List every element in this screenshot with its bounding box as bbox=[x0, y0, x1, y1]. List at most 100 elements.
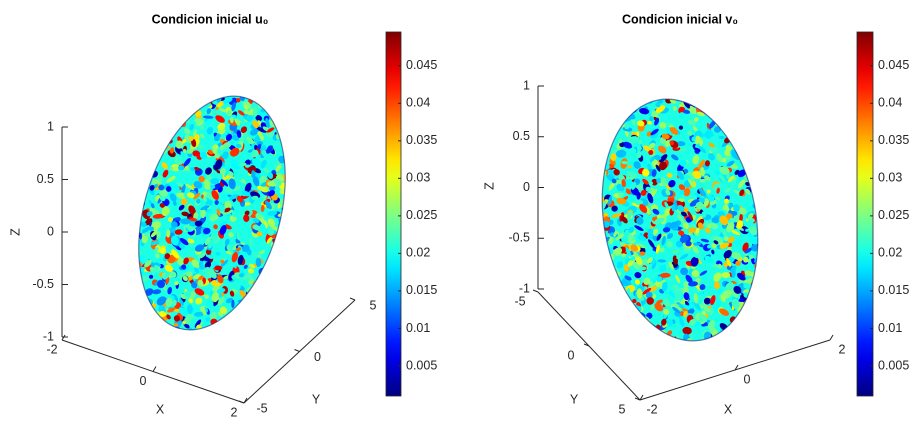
surface-patch bbox=[187, 93, 195, 100]
surface-patch bbox=[313, 233, 319, 239]
surface-patch bbox=[132, 109, 142, 116]
surface-patch bbox=[571, 167, 580, 175]
surface-patch bbox=[767, 197, 772, 202]
surface-patch bbox=[99, 172, 108, 178]
surface-patch bbox=[589, 243, 598, 251]
surface-patch bbox=[210, 184, 216, 190]
surface-patch bbox=[790, 185, 798, 191]
surface-patch bbox=[293, 221, 301, 230]
surface-patch bbox=[314, 218, 324, 230]
x-tick bbox=[734, 364, 739, 371]
surface-patch bbox=[666, 319, 674, 327]
surface-patch bbox=[751, 320, 759, 325]
surface-patch bbox=[191, 281, 198, 289]
surface-patch bbox=[765, 212, 772, 218]
surface-patch bbox=[785, 198, 793, 208]
surface-patch bbox=[317, 183, 324, 190]
surface-patch bbox=[193, 192, 201, 200]
surface-patch bbox=[219, 225, 227, 235]
surface-patch bbox=[788, 179, 799, 186]
surface-patch bbox=[136, 121, 143, 130]
surface-patch bbox=[278, 273, 285, 280]
surface-patch bbox=[756, 297, 765, 307]
surface-patch bbox=[631, 182, 637, 190]
surface-patch bbox=[195, 297, 203, 305]
surface-patch bbox=[187, 226, 195, 231]
surface-patch bbox=[278, 305, 287, 310]
surface-patch bbox=[318, 245, 323, 252]
surface-patch bbox=[753, 166, 761, 175]
surface-patch bbox=[293, 309, 299, 315]
surface-patch bbox=[287, 138, 296, 149]
surface-patch bbox=[616, 183, 625, 192]
surface-patch bbox=[619, 321, 627, 327]
surface-patch bbox=[611, 213, 622, 218]
surface-patch bbox=[331, 226, 340, 237]
surface-patch bbox=[303, 200, 310, 207]
surface-patch bbox=[297, 211, 306, 217]
surface-patch bbox=[296, 140, 300, 145]
surface-patch bbox=[766, 247, 775, 253]
surface-patch bbox=[291, 229, 298, 237]
surface-patch bbox=[569, 253, 577, 258]
surface-patch bbox=[600, 264, 606, 272]
x-tick bbox=[829, 334, 834, 341]
surface-patch bbox=[721, 271, 731, 279]
surface-patch bbox=[180, 198, 188, 206]
surface-patch bbox=[782, 226, 791, 233]
surface-patch bbox=[313, 227, 321, 235]
surface-patch bbox=[628, 136, 640, 144]
surface-patch bbox=[286, 215, 297, 220]
surface-patch bbox=[665, 189, 671, 196]
surface-patch bbox=[267, 172, 274, 179]
surface-patch bbox=[705, 105, 710, 110]
surface-patch bbox=[287, 200, 299, 205]
surface-patch bbox=[103, 216, 113, 226]
surface-patch bbox=[290, 252, 297, 258]
surface-patch bbox=[226, 110, 232, 116]
surface-patch bbox=[305, 166, 311, 171]
surface-patch bbox=[722, 157, 727, 163]
surface-patch bbox=[572, 254, 582, 264]
surface-patch bbox=[303, 258, 311, 266]
surface-patch bbox=[583, 218, 588, 227]
surface-patch bbox=[84, 171, 93, 180]
surface-patch bbox=[102, 226, 114, 238]
surface-patch bbox=[725, 331, 732, 338]
surface-patch bbox=[646, 257, 653, 264]
surface-patch bbox=[190, 106, 196, 113]
surface-patch bbox=[284, 287, 290, 294]
surface-patch bbox=[217, 299, 223, 306]
surface-patch bbox=[163, 96, 172, 100]
surface-patch bbox=[169, 193, 177, 202]
surface-patch bbox=[575, 272, 582, 280]
surface-patch bbox=[294, 118, 304, 126]
surface-patch bbox=[200, 205, 210, 211]
surface-patch bbox=[758, 219, 764, 224]
surface-patch bbox=[775, 176, 777, 181]
surface-patch bbox=[305, 285, 310, 290]
surface-patch bbox=[642, 337, 652, 344]
surface-patch bbox=[758, 162, 766, 170]
surface-patch bbox=[97, 232, 108, 240]
surface-patch bbox=[564, 259, 573, 268]
surface-patch bbox=[117, 274, 128, 283]
surface-patch bbox=[114, 228, 122, 234]
colorbar-tick-label: 0.015 bbox=[878, 283, 909, 297]
surface-patch bbox=[639, 251, 646, 256]
surface-patch bbox=[595, 124, 604, 135]
surface-patch bbox=[761, 280, 768, 288]
surface-patch bbox=[303, 202, 311, 211]
surface-patch bbox=[592, 290, 601, 298]
surface-patch bbox=[293, 275, 300, 282]
surface-patch bbox=[183, 257, 189, 265]
surface-patch bbox=[651, 188, 658, 198]
surface-patch bbox=[583, 142, 587, 149]
x-tick-label: 0 bbox=[744, 372, 751, 386]
surface-patch bbox=[210, 280, 218, 286]
surface-patch bbox=[556, 221, 565, 230]
surface-patch bbox=[692, 170, 702, 180]
surface-patch bbox=[160, 95, 165, 102]
surface-patch bbox=[621, 294, 627, 306]
surface-patch bbox=[113, 162, 119, 170]
